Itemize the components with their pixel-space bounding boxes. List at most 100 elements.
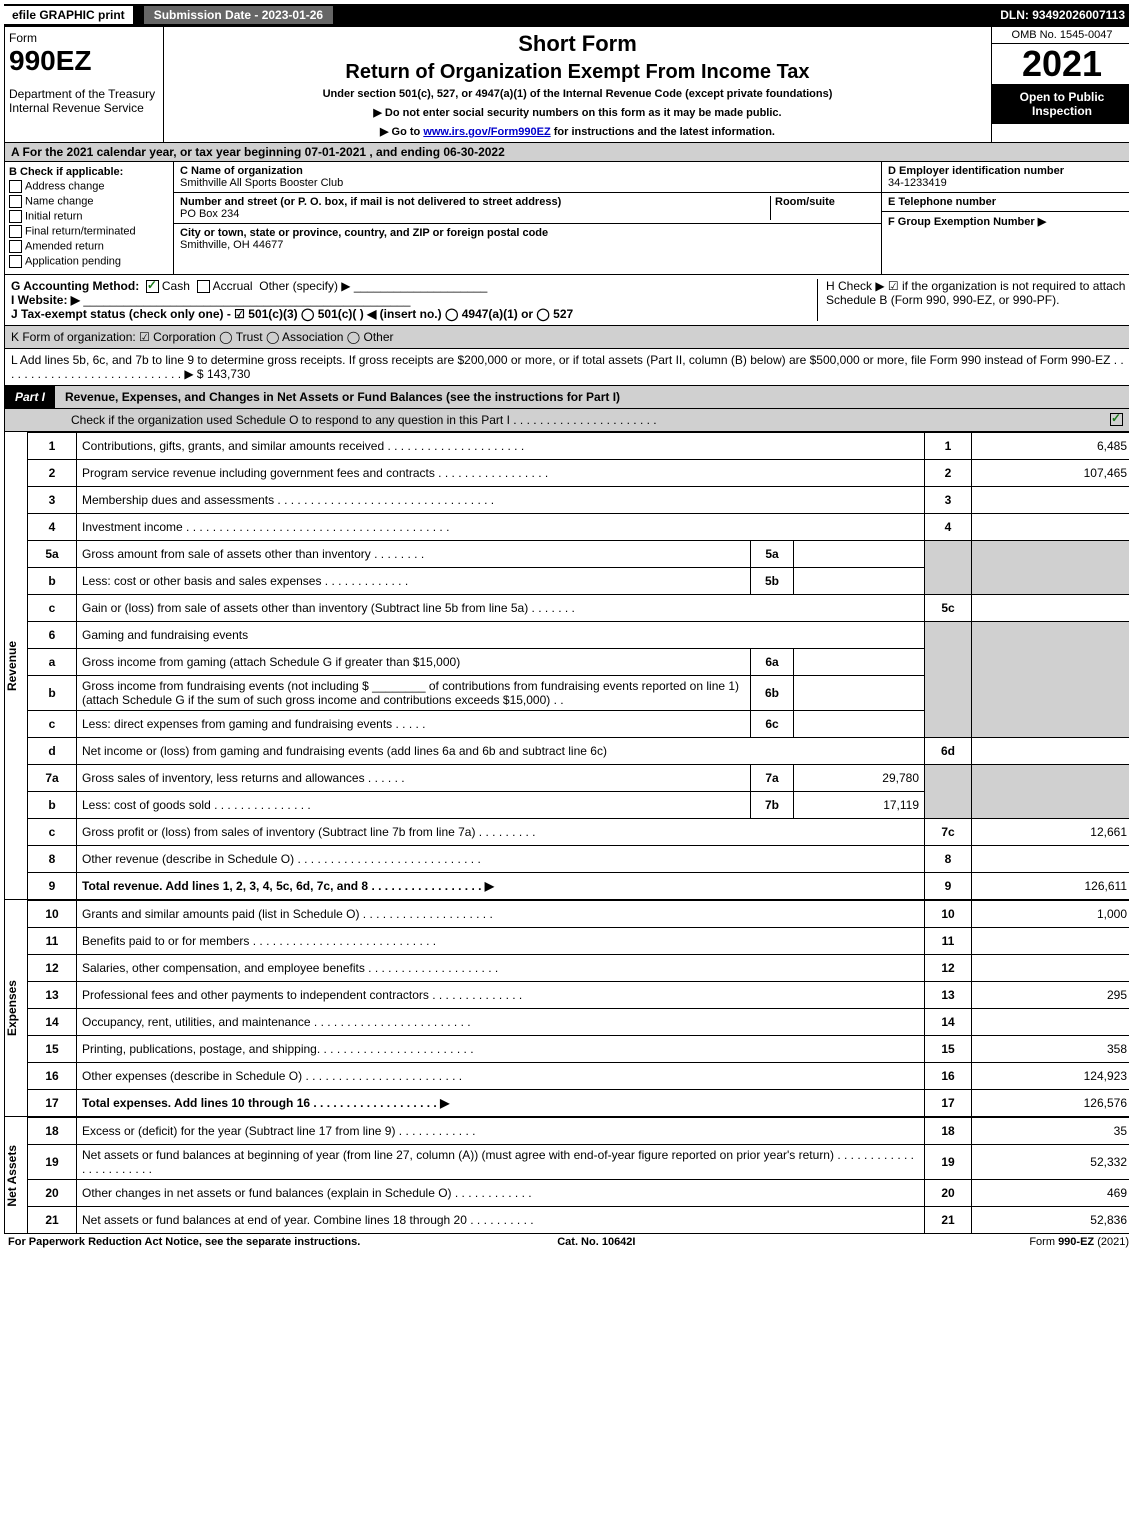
line-1: 1Contributions, gifts, grants, and simil… (28, 433, 1129, 460)
opt-final-return[interactable]: Final return/terminated (9, 225, 169, 238)
header-right: OMB No. 1545-0047 2021 Open to Public In… (991, 27, 1129, 142)
line-13: 13Professional fees and other payments t… (28, 982, 1129, 1009)
section-h: H Check ▶ ☑ if the organization is not r… (817, 279, 1126, 321)
city-row: City or town, state or province, country… (174, 224, 881, 254)
line-17: 17Total expenses. Add lines 10 through 1… (28, 1090, 1129, 1117)
revenue-table: 1Contributions, gifts, grants, and simil… (27, 432, 1129, 900)
section-b-label: B Check if applicable: (9, 166, 169, 178)
ein-row: D Employer identification number 34-1233… (882, 162, 1129, 193)
part1-check-o[interactable] (1110, 413, 1123, 426)
netassets-side-label: Net Assets (4, 1117, 27, 1234)
footer-right: Form 990-EZ (2021) (1029, 1236, 1129, 1248)
section-d: D Employer identification number 34-1233… (882, 162, 1129, 274)
form-header: Form 990EZ Department of the Treasury In… (4, 26, 1129, 143)
line-6: 6Gaming and fundraising events (28, 622, 1129, 649)
org-name: Smithville All Sports Booster Club (180, 177, 343, 189)
line-16: 16Other expenses (describe in Schedule O… (28, 1063, 1129, 1090)
ein-label: D Employer identification number (888, 165, 1064, 177)
expenses-table: 10Grants and similar amounts paid (list … (27, 900, 1129, 1117)
section-g-h: G Accounting Method: Cash Accrual Other … (4, 275, 1129, 326)
line-20: 20Other changes in net assets or fund ba… (28, 1180, 1129, 1207)
section-l: L Add lines 5b, 6c, and 7b to line 9 to … (4, 349, 1129, 386)
section-c: C Name of organization Smithville All Sp… (174, 162, 882, 274)
section-l-text: L Add lines 5b, 6c, and 7b to line 9 to … (11, 353, 1124, 381)
line-6d: dNet income or (loss) from gaming and fu… (28, 738, 1129, 765)
line-8: 8Other revenue (describe in Schedule O) … (28, 846, 1129, 873)
opt-name-change[interactable]: Name change (9, 195, 169, 208)
line-12: 12Salaries, other compensation, and empl… (28, 955, 1129, 982)
instr2-post: for instructions and the latest informat… (554, 126, 775, 138)
line-11: 11Benefits paid to or for members . . . … (28, 928, 1129, 955)
line-7c: cGross profit or (loss) from sales of in… (28, 819, 1129, 846)
netassets-table: 18Excess or (deficit) for the year (Subt… (27, 1117, 1129, 1234)
room-label: Room/suite (775, 196, 835, 208)
line-18: 18Excess or (deficit) for the year (Subt… (28, 1118, 1129, 1145)
footer: For Paperwork Reduction Act Notice, see … (4, 1234, 1129, 1250)
form-title: Return of Organization Exempt From Incom… (172, 61, 983, 84)
footer-mid: Cat. No. 10642I (557, 1236, 635, 1248)
section-j: J Tax-exempt status (check only one) - ☑… (11, 307, 573, 321)
line-19: 19Net assets or fund balances at beginni… (28, 1145, 1129, 1180)
tax-year: 2021 (992, 44, 1129, 84)
section-k: K Form of organization: ☑ Corporation ◯ … (4, 326, 1129, 349)
efile-label: efile GRAPHIC print (4, 6, 133, 24)
instr-ssn: ▶ Do not enter social security numbers o… (172, 106, 983, 119)
group-exemption-label: F Group Exemption Number ▶ (888, 216, 1046, 228)
accrual-checkbox[interactable] (197, 280, 210, 293)
revenue-side-label: Revenue (4, 432, 27, 900)
short-form-label: Short Form (172, 31, 983, 57)
cash-checkbox[interactable] (146, 280, 159, 293)
line-14: 14Occupancy, rent, utilities, and mainte… (28, 1009, 1129, 1036)
footer-left: For Paperwork Reduction Act Notice, see … (8, 1236, 360, 1248)
line-15: 15Printing, publications, postage, and s… (28, 1036, 1129, 1063)
part1-check-text: Check if the organization used Schedule … (11, 413, 1110, 427)
line-3: 3Membership dues and assessments . . . .… (28, 487, 1129, 514)
opt-address-change[interactable]: Address change (9, 180, 169, 193)
org-name-label: C Name of organization (180, 165, 303, 177)
phone-label: E Telephone number (888, 196, 996, 208)
addr-row: Number and street (or P. O. box, if mail… (174, 193, 881, 224)
line-5a: 5aGross amount from sale of assets other… (28, 541, 1129, 568)
opt-initial-return[interactable]: Initial return (9, 210, 169, 223)
top-bar: efile GRAPHIC print Submission Date - 20… (4, 4, 1129, 26)
irs-label: Internal Revenue Service (9, 101, 159, 115)
instr2-pre: ▶ Go to (380, 126, 423, 138)
phone-row: E Telephone number (882, 193, 1129, 212)
open-inspection: Open to Public Inspection (992, 84, 1129, 124)
line-21: 21Net assets or fund balances at end of … (28, 1207, 1129, 1234)
line-5c: cGain or (loss) from sale of assets othe… (28, 595, 1129, 622)
ein-value: 34-1233419 (888, 177, 947, 189)
line-10: 10Grants and similar amounts paid (list … (28, 901, 1129, 928)
header-center: Short Form Return of Organization Exempt… (164, 27, 991, 142)
revenue-section: Revenue 1Contributions, gifts, grants, a… (4, 432, 1129, 900)
submission-date: Submission Date - 2023-01-26 (143, 5, 334, 25)
opt-application-pending[interactable]: Application pending (9, 255, 169, 268)
dln-label: DLN: 93492026007113 (1000, 8, 1129, 22)
info-block: B Check if applicable: Address change Na… (4, 162, 1129, 275)
line-7a: 7aGross sales of inventory, less returns… (28, 765, 1129, 792)
section-i: I Website: ▶ (11, 293, 80, 307)
part1-label: Part I (5, 386, 55, 408)
form-subtitle: Under section 501(c), 527, or 4947(a)(1)… (172, 88, 983, 100)
opt-amended[interactable]: Amended return (9, 240, 169, 253)
expenses-side-label: Expenses (4, 900, 27, 1117)
expenses-section: Expenses 10Grants and similar amounts pa… (4, 900, 1129, 1117)
g-label: G Accounting Method: (11, 279, 139, 293)
form-label: Form (9, 31, 159, 45)
part1-header: Part I Revenue, Expenses, and Changes in… (4, 386, 1129, 409)
irs-link[interactable]: www.irs.gov/Form990EZ (423, 126, 550, 138)
addr-value: PO Box 234 (180, 208, 239, 220)
section-b: B Check if applicable: Address change Na… (5, 162, 174, 274)
city-label: City or town, state or province, country… (180, 227, 548, 239)
form-number: 990EZ (9, 45, 159, 77)
dept-label: Department of the Treasury (9, 87, 159, 101)
city-value: Smithville, OH 44677 (180, 239, 283, 251)
section-a: A For the 2021 calendar year, or tax yea… (4, 143, 1129, 162)
netassets-section: Net Assets 18Excess or (deficit) for the… (4, 1117, 1129, 1234)
section-g: G Accounting Method: Cash Accrual Other … (11, 279, 817, 321)
org-name-row: C Name of organization Smithville All Sp… (174, 162, 881, 193)
omb-number: OMB No. 1545-0047 (992, 27, 1129, 44)
part1-check-row: Check if the organization used Schedule … (4, 409, 1129, 432)
addr-label: Number and street (or P. O. box, if mail… (180, 196, 561, 208)
instr-link-row: ▶ Go to www.irs.gov/Form990EZ for instru… (172, 125, 983, 138)
